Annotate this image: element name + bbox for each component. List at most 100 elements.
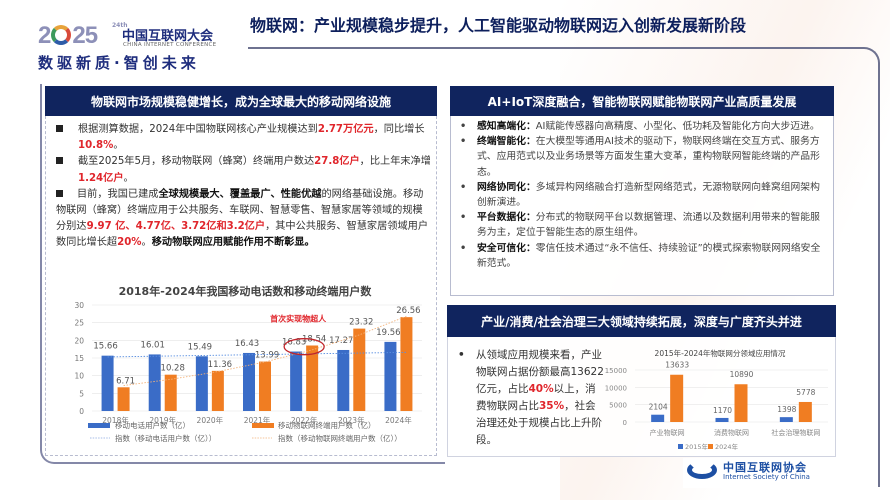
bar-iot-terminal	[259, 361, 271, 411]
bullet-label: 终端智能化：	[477, 136, 536, 148]
y-tick: 0	[79, 407, 84, 416]
highlight-figure: 20%	[117, 237, 142, 249]
logo-en-name: CHINA INTERNET CONFERENCE	[123, 42, 217, 48]
text-run: 。	[113, 140, 124, 152]
x-tick: 2023年	[338, 415, 365, 425]
highlight-figure: 10.8%	[78, 140, 114, 152]
data-label: 2104	[649, 403, 668, 412]
data-label: 15.66	[93, 342, 117, 352]
bullet-label: 安全可信化：	[477, 242, 536, 254]
bullet-text: 多域异构网络融合打造新型网络范式，无源物联网向蜂窝组网架构创新演进。	[477, 181, 820, 209]
legend-swatch-2024	[708, 444, 713, 449]
y-tick: 15000	[605, 367, 627, 375]
text-run: 。	[141, 237, 152, 249]
square-bullet-icon	[56, 125, 63, 132]
left-bullet-item: 截至2025年5月，移动物联网（蜂窝）终端用户数达27.8亿户，比上年末净增 1.…	[56, 154, 431, 186]
text-run: 的网络基础设施。移动物联网（蜂窝）终端应用于公共服务、车联网、智慧零售、智慧家居…	[56, 188, 424, 233]
bar-iot-terminal	[306, 345, 319, 411]
bar-iot-terminal	[164, 374, 177, 411]
aiot-bullet-item: • 安全可信化：零信任技术通过“永不信任、持续验证”的模式探索物联网网络安全新范式…	[457, 241, 829, 271]
bullet-label: 感知高端化：	[477, 121, 536, 132]
data-label: 5778	[796, 388, 815, 397]
aiot-bullet-item: • 终端智能化：在大模型等通用AI技术的驱动下，物联网终端在交互方式、服务方式、应…	[457, 134, 829, 180]
text-run: 目前，我国已建成	[77, 188, 159, 200]
domain-application-chart: 2015年-2024年物联网分领域应用情况 0 5000 10000 15000 2104…	[590, 345, 835, 455]
y-tick: 15	[74, 354, 84, 363]
left-panel-body: 根据测算数据，2024年中国物联网核心产业规模达到2.77万亿元，同比增长 10.…	[45, 116, 437, 456]
data-label: 10.28	[161, 364, 185, 374]
text-run: 移动物联网应用赋能作用不断彰显。	[151, 237, 315, 249]
bar-2015	[779, 417, 793, 422]
bar-mobile-phone	[101, 355, 114, 411]
data-label: 26.56	[396, 306, 420, 316]
text-run: 截至2025年5月，移动物联网（蜂窝）终端用户数达	[78, 156, 315, 168]
data-label: 16.43	[235, 339, 259, 349]
bar-mobile-phone	[290, 351, 303, 411]
bar-2015	[715, 417, 729, 422]
highlight-ellipse	[283, 338, 325, 356]
bar-mobile-phone	[148, 354, 161, 411]
title-divider	[248, 47, 880, 487]
logo-edition: 24th	[112, 22, 128, 29]
mobile-users-chart-svg: 0 5 10 15 20 25 30 15.66 6.71 2018年 16.01 10.28 2019…	[74, 301, 422, 443]
text-run: 从领域应用规模来看，产业物联网占据份额最高13622亿元，占比	[476, 349, 604, 395]
data-label: 13633	[665, 361, 689, 370]
highlight-figure: 27.8亿户	[314, 156, 360, 168]
bar-mobile-phone	[384, 341, 397, 411]
x-tick: 2018年	[102, 415, 129, 425]
chart2-title: 2015年-2024年物联网分领域应用情况	[655, 348, 786, 358]
left-bullet-item: 目前，我国已建成全球规模最大、覆盖最广、性能优越的网络基础设施。移动物联网（蜂窝…	[56, 187, 431, 252]
data-label: 13.99	[255, 351, 279, 361]
text-run: ，社会治理还处于规模占比上升阶段。	[476, 400, 602, 446]
legend-label: 移动物联网终端用户数（亿）	[278, 420, 376, 430]
y-tick: 25	[74, 319, 84, 328]
legend-swatch-blue	[88, 423, 110, 428]
bullet-text: 分布式的物联网平台以数据管理、流通以及数据利用带来的智能服务为主，定位于智能生态…	[477, 212, 820, 239]
x-tick: 产业物联网	[650, 428, 685, 437]
data-label: 11.36	[208, 360, 232, 370]
data-label: 15.49	[188, 342, 212, 352]
bullet-dot-icon: •	[460, 136, 467, 148]
domain-application-chart-svg: 2015年-2024年物联网分领域应用情况 0 5000 10000 15000 2104…	[605, 348, 828, 451]
x-tick: 2021年	[244, 415, 271, 425]
highlight-figure: 1.24亿户	[78, 172, 124, 184]
bar-iot-terminal	[353, 328, 366, 411]
aiot-bullet-item: • 网络协同化：多域异构网络融合打造新型网络范式，无源物联网向蜂窝组网架构创新演进…	[457, 180, 829, 210]
left-bullet-item: 根据测算数据，2024年中国物联网核心产业规模达到2.77万亿元，同比增长 10.…	[56, 122, 431, 154]
left-panel-frame	[40, 84, 445, 464]
data-label: 16.01	[141, 340, 165, 350]
domain-summary: 从领域应用规模来看，产业物联网占据份额最高13622亿元，占比40%以上，消费物…	[476, 349, 604, 446]
bullet-label: 平台数据化：	[477, 212, 536, 224]
isc-name-en: Internet Society of China	[723, 473, 810, 481]
bullet-dot-icon: •	[460, 121, 467, 132]
legend-label: 指数（移动电话用户数（亿））	[115, 433, 216, 443]
x-tick: 2022年	[291, 415, 318, 425]
highlight-figure: 40%	[528, 383, 554, 395]
y-tick: 20	[74, 336, 84, 345]
text-run: ，其中公共服务、智慧家居领域用户数同比增长超	[56, 221, 429, 249]
logo-cn-name: 中国互联网大会	[122, 29, 214, 44]
data-label: 1398	[777, 405, 796, 414]
bullet-label: 网络协同化：	[477, 181, 536, 193]
bar-mobile-phone	[195, 356, 208, 411]
x-tick: 2024年	[385, 415, 412, 425]
square-bullet-icon	[56, 157, 63, 165]
text-run: ，比上年末净增	[359, 156, 431, 168]
legend-swatch-orange	[252, 423, 274, 428]
data-label: 23.32	[349, 318, 373, 328]
highlight-figure: 2.77万亿元	[317, 124, 374, 135]
isc-logo-icon	[687, 461, 717, 479]
text-run: 。	[123, 172, 134, 184]
bullet-dot-icon: •	[460, 242, 467, 254]
left-bullet-list: 根据测算数据，2024年中国物联网核心产业规模达到2.77万亿元，同比增长 10.…	[56, 122, 431, 252]
y-tick: 0	[623, 419, 627, 427]
aiot-bullet-item: • 平台数据化：分布式的物联网平台以数据管理、流通以及数据利用带来的智能服务为主，…	[457, 210, 829, 240]
legend-label: 移动电话用户数（亿）	[115, 420, 190, 430]
isc-name-cn: 中国互联网协会	[723, 461, 807, 474]
right-bottom-header: 产业/消费/社会治理三大领域持续拓展，深度与广度齐头并进	[447, 305, 836, 337]
text-run: ，同比增长	[373, 124, 425, 135]
x-tick: 2019年	[149, 415, 176, 425]
text-run: 以上，消费物联网占比	[476, 383, 596, 412]
y-tick: 30	[74, 301, 84, 310]
text-run: 全球规模最大、覆盖最广、性能优越	[158, 188, 322, 200]
